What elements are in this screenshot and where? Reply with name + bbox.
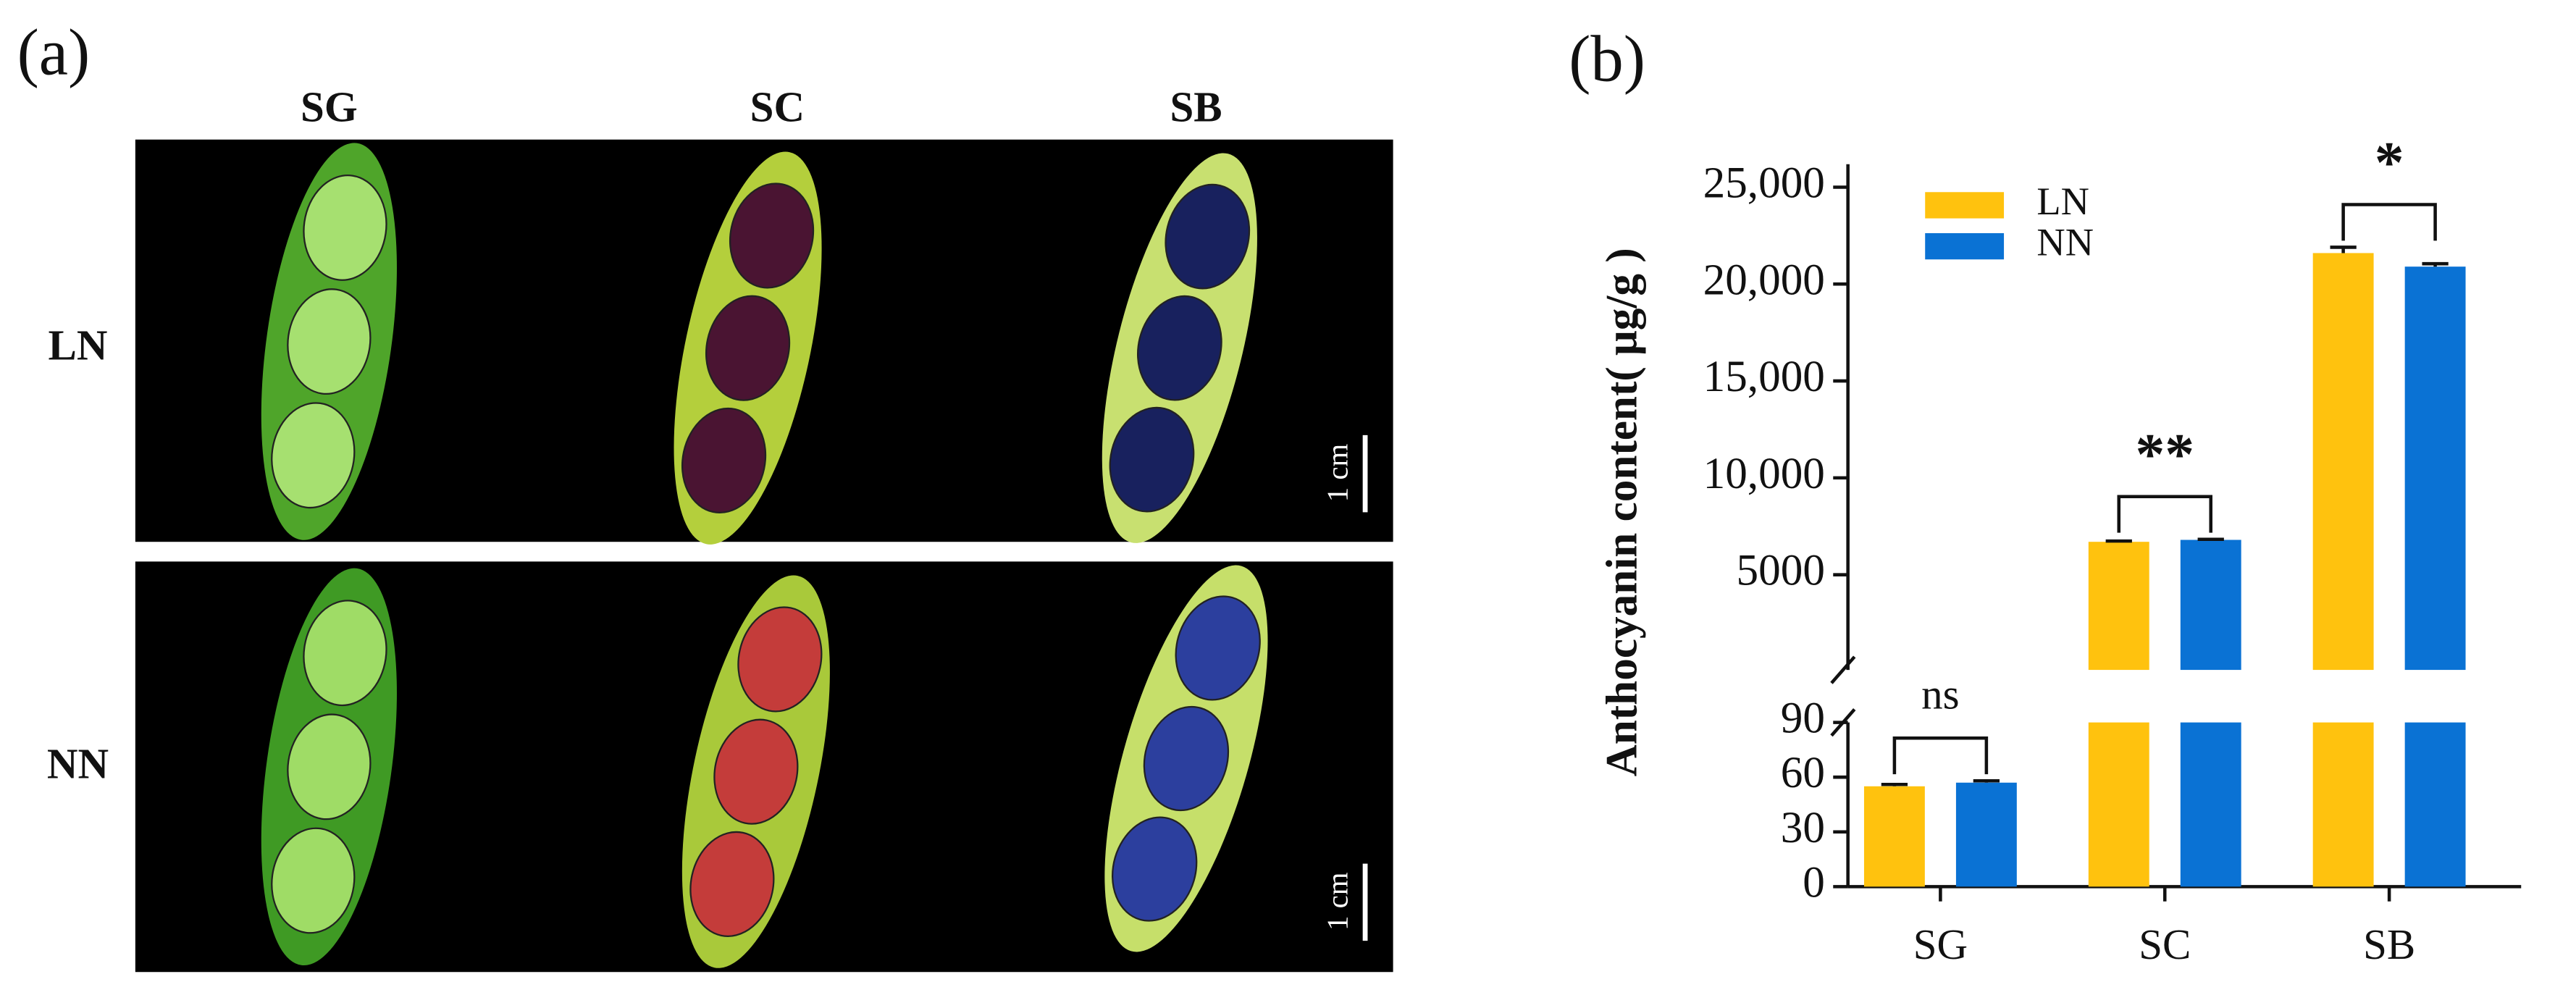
seed xyxy=(737,606,823,713)
seed xyxy=(287,713,372,820)
significance-label: * xyxy=(2375,129,2404,195)
seed xyxy=(729,182,815,289)
pod xyxy=(674,151,822,545)
scale-label: 1 cm xyxy=(1321,444,1354,503)
axis-break xyxy=(1830,655,1856,684)
seed xyxy=(1109,406,1195,513)
seed xyxy=(1112,816,1198,922)
legend-swatch xyxy=(1925,232,2005,260)
y-tick-label: 25,000 xyxy=(1703,159,1825,208)
seed xyxy=(1136,295,1222,401)
pod xyxy=(261,568,397,966)
bar xyxy=(2088,722,2149,887)
panel-label: (b) xyxy=(1569,22,1645,96)
column-label: SB xyxy=(1170,83,1222,131)
error-bar xyxy=(1881,783,1908,786)
error-bar xyxy=(2330,245,2357,253)
x-tick-label: SG xyxy=(1913,920,1968,968)
bar xyxy=(2404,266,2466,671)
seed xyxy=(1175,595,1261,701)
y-axis-label: Anthocyanin content( μg/g ) xyxy=(1598,248,1647,776)
scale-label: 1 cm xyxy=(1321,872,1354,931)
legend-label: LN xyxy=(2036,180,2089,223)
legend-label: NN xyxy=(2036,221,2094,264)
seed xyxy=(689,831,775,937)
chart: 0 30 60 90 5000 10,000 15,000 20,000 25,000 SG ns S… xyxy=(1703,129,2522,968)
seed xyxy=(287,288,372,395)
bar xyxy=(2404,722,2466,887)
bar xyxy=(2312,722,2374,887)
bar xyxy=(1955,782,2017,887)
column-label: SG xyxy=(301,83,358,131)
pod xyxy=(1102,153,1257,543)
bar xyxy=(2088,542,2149,671)
seed xyxy=(713,718,799,825)
seed xyxy=(1143,705,1230,812)
y-tick-label: 0 xyxy=(1803,857,1825,907)
bar xyxy=(2180,540,2241,671)
bar xyxy=(2180,722,2241,887)
column-label: SC xyxy=(750,83,805,131)
significance-bracket xyxy=(1892,736,1989,775)
y-tick-label: 60 xyxy=(1781,748,1825,797)
seed xyxy=(271,827,356,934)
error-bar xyxy=(2422,261,2449,267)
error-bar xyxy=(2105,539,2132,543)
panel-label: (a) xyxy=(17,15,91,88)
pod xyxy=(1104,565,1268,952)
y-tick-label: 5000 xyxy=(1737,546,1825,595)
bar xyxy=(1863,786,1925,887)
significance-bracket xyxy=(2341,203,2437,241)
y-tick-label: 15,000 xyxy=(1703,352,1825,401)
seed xyxy=(705,295,791,401)
y-tick-label: 20,000 xyxy=(1703,255,1825,304)
bar xyxy=(2312,253,2374,671)
pod xyxy=(681,575,830,968)
y-tick-label: 10,000 xyxy=(1703,449,1825,498)
pod xyxy=(261,143,397,540)
error-bar xyxy=(1973,778,2000,783)
x-tick-label: SC xyxy=(2139,920,2191,968)
seed xyxy=(271,402,356,509)
row-label: NN xyxy=(47,740,109,788)
legend-swatch xyxy=(1925,192,2005,219)
y-tick-label: 90 xyxy=(1781,694,1825,743)
significance-label: ** xyxy=(2135,421,2194,487)
row-label: LN xyxy=(49,321,108,369)
axis-break xyxy=(1830,708,1856,737)
significance-bracket xyxy=(2117,495,2213,533)
seed xyxy=(303,175,387,281)
y-tick-label: 30 xyxy=(1781,803,1825,852)
x-tick-label: SB xyxy=(2363,920,2415,968)
seed xyxy=(681,407,767,513)
seed xyxy=(303,600,387,707)
seed xyxy=(1165,183,1251,290)
significance-label: ns xyxy=(1921,670,1959,718)
